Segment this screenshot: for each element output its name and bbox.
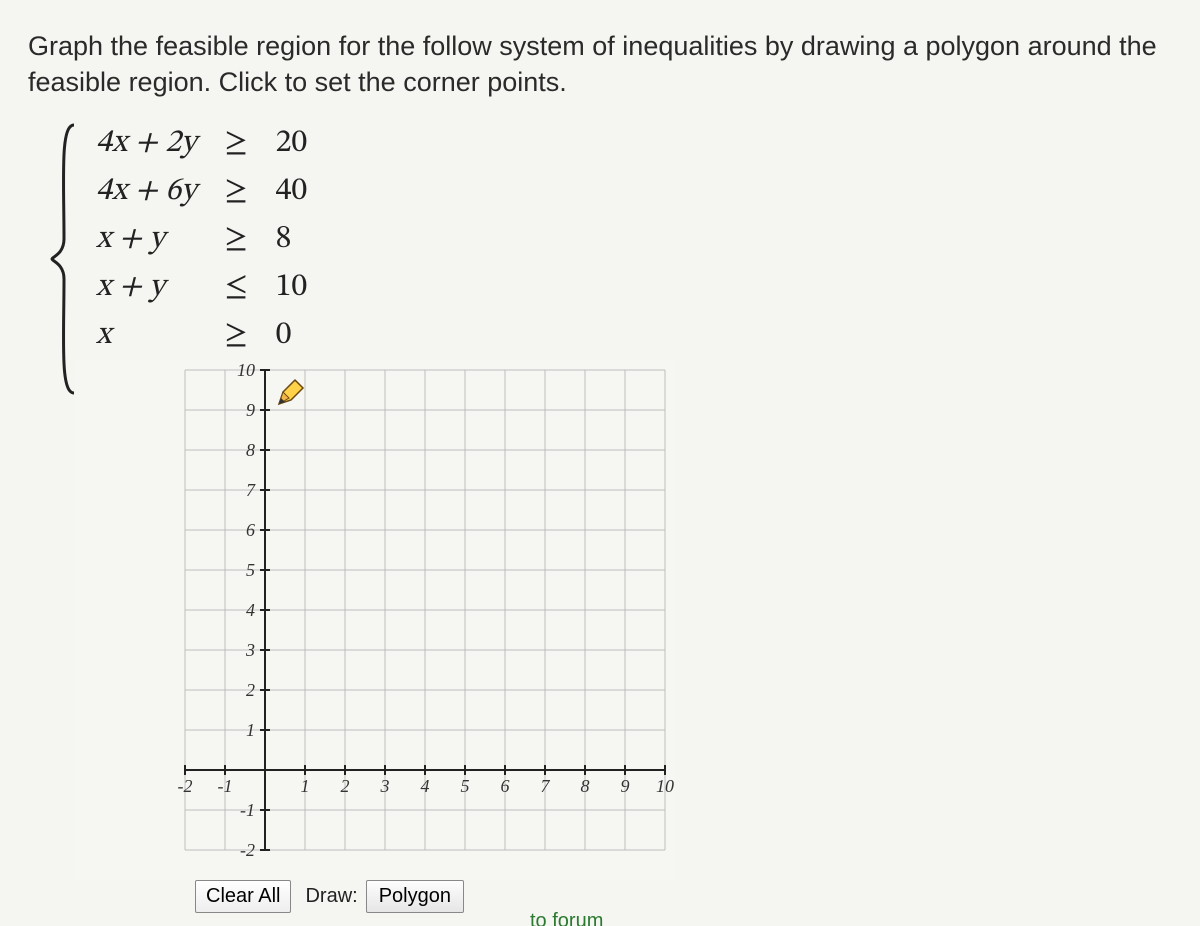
svg-text:10: 10 xyxy=(237,360,255,380)
svg-text:2: 2 xyxy=(341,776,350,796)
inequality-lhs: x + y xyxy=(82,215,211,263)
forum-link[interactable]: to forum xyxy=(530,910,603,926)
draw-label: Draw: xyxy=(305,885,357,908)
svg-text:8: 8 xyxy=(581,776,590,796)
svg-text:5: 5 xyxy=(461,776,470,796)
svg-text:10: 10 xyxy=(656,776,674,796)
graph-area[interactable]: -2 -1 1 2 3 4 5 6 7 8 9 10 -2 -1 1 2 3 4 5 6 7 8 9 10 xyxy=(75,360,675,885)
inequality-rhs: 0 xyxy=(262,311,322,359)
inequality-row: x + y ≤ 10 xyxy=(82,263,321,311)
svg-text:6: 6 xyxy=(246,520,255,540)
inequality-lhs: x + y xyxy=(82,263,211,311)
inequality-rhs: 8 xyxy=(262,215,322,263)
svg-text:-1: -1 xyxy=(218,776,233,796)
svg-text:8: 8 xyxy=(246,440,255,460)
graph-toolbar: Clear All Draw: Polygon xyxy=(195,880,464,913)
inequality-op: ≥ xyxy=(211,167,262,215)
inequality-rhs: 20 xyxy=(262,119,322,167)
instructions-text: Graph the feasible region for the follow… xyxy=(28,28,1168,101)
svg-text:1: 1 xyxy=(301,776,310,796)
inequality-lhs: x xyxy=(82,311,211,359)
svg-text:3: 3 xyxy=(245,640,255,660)
inequality-row: 4x + 2y ≥ 20 xyxy=(82,119,321,167)
clear-all-button[interactable]: Clear All xyxy=(195,880,291,913)
polygon-tool-button[interactable]: Polygon xyxy=(366,880,464,913)
inequality-row: x ≥ 0 xyxy=(82,311,321,359)
svg-text:-2: -2 xyxy=(240,840,255,860)
inequality-lhs: 4x + 2y xyxy=(82,119,211,167)
svg-text:5: 5 xyxy=(246,560,255,580)
inequality-rhs: 40 xyxy=(262,167,322,215)
coordinate-grid[interactable]: -2 -1 1 2 3 4 5 6 7 8 9 10 -2 -1 1 2 3 4 5 6 7 8 9 10 xyxy=(75,360,675,880)
pencil-cursor-icon xyxy=(277,378,307,413)
svg-text:1: 1 xyxy=(246,720,255,740)
inequality-rhs: 10 xyxy=(262,263,322,311)
svg-text:9: 9 xyxy=(246,400,255,420)
svg-text:4: 4 xyxy=(421,776,430,796)
inequality-op: ≥ xyxy=(211,119,262,167)
svg-text:6: 6 xyxy=(501,776,510,796)
svg-text:2: 2 xyxy=(246,680,255,700)
inequality-row: 4x + 6y ≥ 40 xyxy=(82,167,321,215)
svg-text:7: 7 xyxy=(541,776,551,796)
inequality-op: ≥ xyxy=(211,311,262,359)
svg-text:3: 3 xyxy=(380,776,390,796)
svg-text:-2: -2 xyxy=(178,776,193,796)
inequality-op: ≥ xyxy=(211,215,262,263)
svg-text:9: 9 xyxy=(621,776,630,796)
svg-text:7: 7 xyxy=(246,480,256,500)
inequality-lhs: 4x + 6y xyxy=(82,167,211,215)
svg-text:4: 4 xyxy=(246,600,255,620)
svg-text:-1: -1 xyxy=(240,800,255,820)
inequality-row: x + y ≥ 8 xyxy=(82,215,321,263)
inequality-op: ≤ xyxy=(211,263,262,311)
